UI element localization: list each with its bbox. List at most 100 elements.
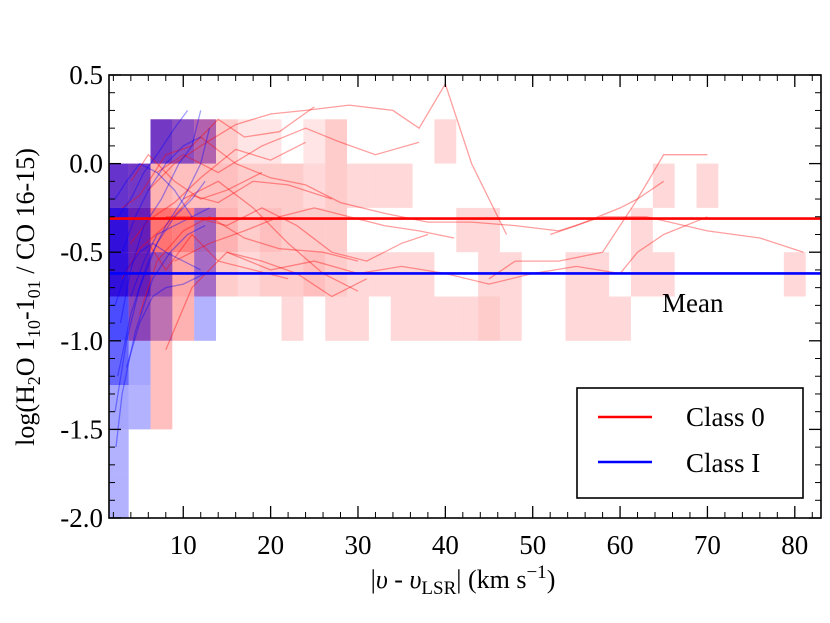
class1-bin-5 (109, 385, 129, 430)
class0-bin-55 (390, 296, 413, 341)
legend-label-class0: Class 0 (686, 402, 765, 432)
class1-bin-0 (109, 163, 129, 208)
class0-bin-53 (390, 163, 413, 208)
class0-bin-36 (281, 207, 304, 253)
class0-bin-23 (216, 119, 238, 164)
y-tick-label: -2.0 (60, 503, 103, 533)
tick-layer: 10 20 30 40 50 60 70 80 0.5 0.0 -0.5 -1.0 -1.5 -2.0 (60, 60, 821, 560)
y-tick-label: -1.0 (60, 326, 103, 356)
class0-bin-8 (150, 163, 173, 208)
class0-bin-61 (456, 296, 479, 341)
class0-bin-66 (499, 296, 522, 341)
y-label-part-3: 10 (24, 320, 44, 338)
class0-bin-72 (630, 207, 653, 253)
class0-bin-11 (150, 296, 173, 341)
class1-track-5 (114, 242, 201, 306)
x-tick-label: 30 (344, 530, 371, 560)
class0-bin-41 (303, 207, 326, 253)
class1-track-7 (125, 272, 206, 368)
class1-bin-14 (150, 119, 173, 164)
class0-bin-74 (652, 163, 675, 208)
y-tick-label: 0.5 (69, 60, 103, 90)
class0-bin-64 (478, 296, 500, 341)
class0-bin-32 (259, 163, 282, 208)
class1-bin-12 (128, 340, 151, 386)
class0-track-7 (165, 251, 367, 350)
x-tick-label: 20 (257, 530, 284, 560)
legend-label-class1: Class I (686, 448, 760, 478)
y-label-part-5: 01 (24, 280, 44, 298)
y-label-part-4: -1 (11, 298, 40, 320)
class1-bin-7 (109, 473, 129, 518)
class0-track-3 (138, 216, 359, 315)
x-label-part-4: LSR (421, 578, 456, 599)
class0-bin-59 (434, 296, 457, 341)
class0-track-15 (130, 153, 263, 200)
y-label-part-2: O 1 (11, 338, 40, 376)
class0-track-13 (549, 180, 665, 236)
x-label-part-0: | (371, 565, 376, 594)
x-tick-label: 50 (519, 530, 546, 560)
y-tick-label: -1.5 (60, 414, 103, 444)
legend-box (576, 387, 804, 499)
class0-bin-13 (150, 385, 173, 430)
class1-track-2 (115, 225, 206, 448)
y-label-part-0: log(H (11, 385, 40, 446)
class1-bin-1 (109, 207, 129, 253)
class0-track-4 (147, 82, 508, 235)
class1-bin-18 (194, 119, 217, 164)
x-tick-label: 10 (170, 530, 197, 560)
x-tick-label: 80 (781, 530, 808, 560)
class0-bin-19 (194, 119, 217, 164)
plot-frame (108, 74, 822, 519)
class1-bin-13 (128, 385, 151, 430)
class1-track-8 (114, 162, 193, 218)
y-tick-label: 0.0 (69, 149, 103, 179)
class0-bin-47 (325, 296, 348, 341)
x-tick-label: 60 (607, 530, 634, 560)
class0-bin-45 (325, 207, 348, 253)
class0-bin-43 (325, 119, 348, 164)
class0-bin-6 (128, 296, 151, 341)
x-tick-label: 70 (694, 530, 721, 560)
class0-bin-39 (303, 119, 326, 164)
class0-bin-18 (172, 296, 195, 341)
class0-bin-70 (587, 296, 610, 341)
class0-track-14 (147, 233, 289, 280)
class1-track-6 (117, 110, 189, 218)
class0-bin-15 (172, 163, 195, 208)
class0-bin-14 (172, 119, 195, 164)
class1-track-1 (117, 128, 211, 377)
class0-bin-71 (609, 296, 631, 341)
x-label-part-6: −1 (526, 562, 546, 583)
class0-bin-76 (696, 163, 719, 208)
class0-bin-58 (434, 119, 457, 164)
legend: Class 0 Class I (576, 387, 804, 499)
x-axis-label: |υ - υLSR| (km s−1) (371, 562, 556, 599)
class1-track-3 (119, 110, 202, 324)
class1-bin-11 (128, 296, 151, 341)
class1-bin-16 (150, 296, 173, 341)
class1-bin-8 (128, 163, 151, 208)
class0-bin-25 (216, 207, 238, 253)
x-tick-label: 40 (432, 530, 459, 560)
class0-bin-35 (281, 163, 304, 208)
class1-track-9 (130, 207, 210, 297)
class0-bin-60 (456, 207, 479, 253)
class1-bin-9 (128, 207, 151, 253)
class0-bin-44 (325, 163, 348, 208)
class1-bin-6 (109, 429, 129, 474)
heatmap-layer (109, 119, 806, 518)
class0-track-1 (130, 141, 306, 244)
track-layer (114, 82, 804, 448)
x-label-part-2: - (388, 565, 410, 594)
class0-track-10 (200, 136, 804, 253)
class0-track-12 (488, 154, 708, 280)
class0-bin-40 (303, 163, 326, 208)
class0-bin-50 (347, 296, 369, 341)
class0-bin-51 (368, 163, 391, 208)
class0-bin-48 (347, 163, 369, 208)
class0-bin-24 (216, 163, 238, 208)
class0-bin-31 (259, 119, 282, 164)
